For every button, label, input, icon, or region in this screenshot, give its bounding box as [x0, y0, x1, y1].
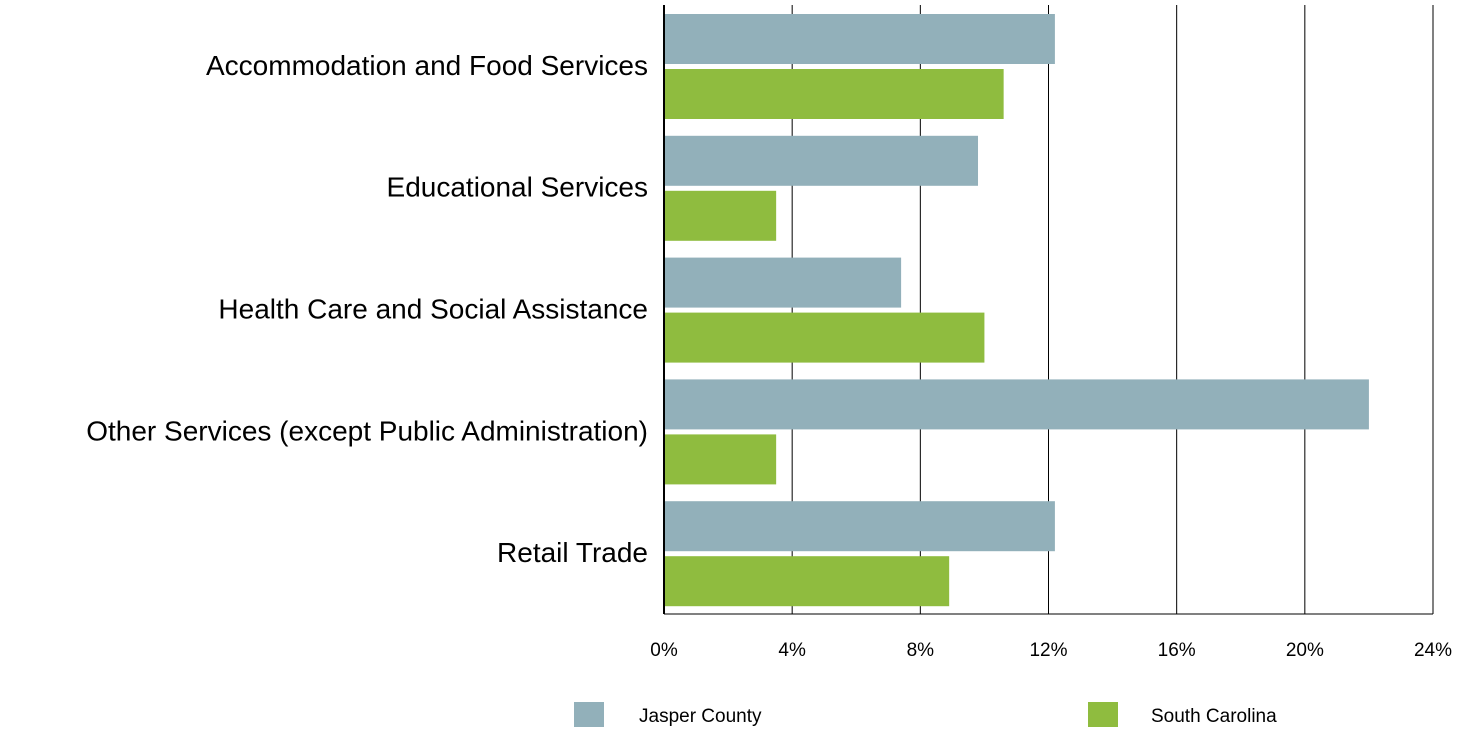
- bar-jasper-county-health-care-and-social-assistance: [664, 257, 902, 308]
- x-tick-label: 8%: [907, 640, 935, 661]
- legend: Jasper County South Carolina: [574, 702, 1277, 727]
- category-label: Health Care and Social Assistance: [218, 294, 648, 325]
- x-tick-label: 4%: [778, 640, 806, 661]
- legend-swatch-south-carolina: [1088, 702, 1118, 727]
- x-tick-label: 12%: [1029, 640, 1067, 661]
- category-labels: Accommodation and Food Services Education…: [86, 50, 648, 568]
- x-tick-label: 16%: [1158, 640, 1196, 661]
- bar-south-carolina-health-care-and-social-assistance: [664, 312, 985, 363]
- bar-jasper-county-retail-trade: [664, 501, 1055, 552]
- category-label: Retail Trade: [497, 537, 648, 568]
- bar-jasper-county-accommodation-and-food-services: [664, 14, 1055, 64]
- bars: [664, 14, 1369, 607]
- x-tick-label: 24%: [1414, 640, 1452, 661]
- bar-jasper-county-educational-services: [664, 135, 979, 186]
- legend-swatch-jasper-county: [574, 702, 604, 727]
- category-label: Other Services (except Public Administra…: [86, 415, 648, 446]
- bar-south-carolina-educational-services: [664, 190, 777, 241]
- legend-label-jasper-county: Jasper County: [639, 706, 762, 727]
- bar-jasper-county-other-services-except-public-administration: [664, 379, 1369, 430]
- x-tick-labels: 0% 4% 8% 12% 16% 20% 24%: [650, 640, 1452, 661]
- legend-label-south-carolina: South Carolina: [1151, 706, 1277, 727]
- x-tick-label: 20%: [1286, 640, 1324, 661]
- bar-south-carolina-accommodation-and-food-services: [664, 69, 1004, 119]
- x-tick-label: 0%: [650, 640, 678, 661]
- axes: [663, 5, 1433, 615]
- category-label: Educational Services: [387, 172, 648, 203]
- bar-south-carolina-retail-trade: [664, 556, 950, 607]
- bar-south-carolina-other-services-except-public-administration: [664, 434, 777, 485]
- category-label: Accommodation and Food Services: [206, 50, 648, 81]
